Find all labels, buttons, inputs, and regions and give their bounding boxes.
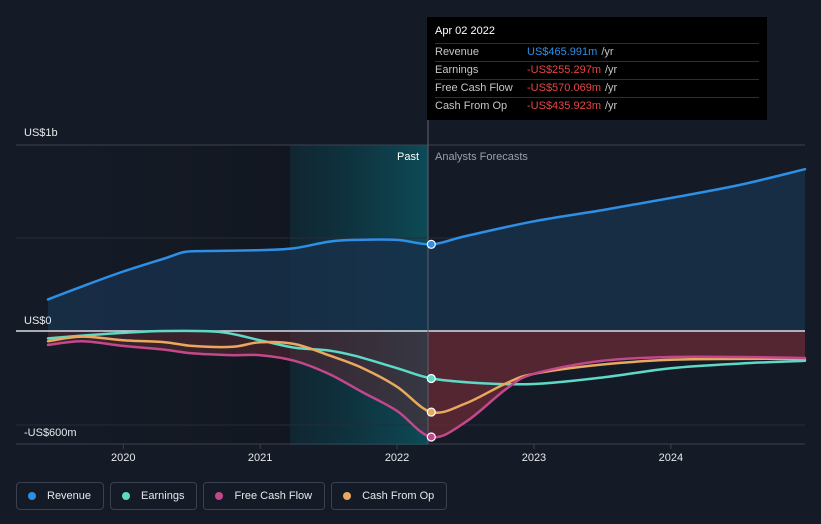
tooltip-row-cash-from-op: Cash From Op -US$435.923m/yr [435, 97, 759, 115]
tooltip-row-value: US$465.991m [527, 46, 598, 58]
tooltip-row-unit: /yr [601, 46, 614, 58]
tooltip: Apr 02 2022 Revenue US$465.991m/yr Earning… [427, 17, 767, 120]
cash-from-op-line [46, 335, 807, 414]
y-label-bottom: -US$600m [24, 427, 77, 439]
cash-from-op-highlight-point [426, 407, 436, 417]
tooltip-row-free-cash-flow: Free Cash Flow -US$570.069m/yr [435, 79, 759, 97]
legend-item-revenue[interactable]: Revenue [16, 482, 105, 510]
legend-dot-icon [215, 492, 224, 500]
tooltip-row-label: Cash From Op [435, 100, 508, 112]
tooltip-row-revenue: Revenue US$465.991m/yr [435, 43, 759, 61]
tooltip-row-value: -US$570.069m [527, 82, 601, 94]
tooltip-row-label: Earnings [435, 64, 479, 76]
x-tick-label-2020: 2020 [111, 452, 135, 464]
free-cash-flow-line [46, 339, 807, 439]
legend-dot-icon [343, 492, 352, 500]
revenue-line [46, 167, 807, 301]
x-tick-label-2022: 2022 [385, 452, 409, 464]
tooltip-date: Apr 02 2022 [435, 25, 495, 37]
legend-label: Free Cash Flow [234, 490, 313, 502]
y-label-zero: US$0 [24, 315, 52, 327]
past-label: Past [397, 151, 419, 163]
tooltip-row-earnings: Earnings -US$255.297m/yr [435, 61, 759, 79]
negative-area-forecast [428, 331, 805, 438]
x-tick-label-2024: 2024 [659, 452, 683, 464]
legend-item-earnings[interactable]: Earnings [110, 482, 198, 510]
legend-item-cash-from-op[interactable]: Cash From Op [331, 482, 448, 510]
free-cash-flow-highlight-point [426, 432, 436, 442]
revenue-highlight-point [426, 239, 436, 249]
revenue-area [48, 169, 805, 331]
x-tick-label-2021: 2021 [248, 452, 272, 464]
y-label-top: US$1b [24, 127, 58, 139]
tooltip-row-value: -US$255.297m [527, 64, 601, 76]
legend-label: Revenue [47, 490, 92, 502]
tooltip-row-unit: /yr [605, 100, 618, 112]
legend-label: Cash From Op [362, 490, 435, 502]
x-tick-label-2023: 2023 [522, 452, 546, 464]
tooltip-row-label: Free Cash Flow [435, 82, 513, 94]
legend-label: Earnings [141, 490, 185, 502]
legend-item-free-cash-flow[interactable]: Free Cash Flow [203, 482, 326, 510]
legend-dot-icon [28, 492, 36, 500]
tooltip-row-label: Revenue [435, 46, 480, 58]
legend-dot-icon [122, 492, 131, 500]
tooltip-row-unit: /yr [605, 82, 618, 94]
tooltip-row-unit: /yr [605, 64, 618, 76]
earnings-line [46, 329, 807, 386]
legend: Revenue Earnings Free Cash Flow Cash From O… [16, 482, 448, 510]
tooltip-row-value: -US$435.923m [527, 100, 601, 112]
forecast-label: Analysts Forecasts [435, 151, 528, 163]
earnings-highlight-point [426, 373, 436, 384]
